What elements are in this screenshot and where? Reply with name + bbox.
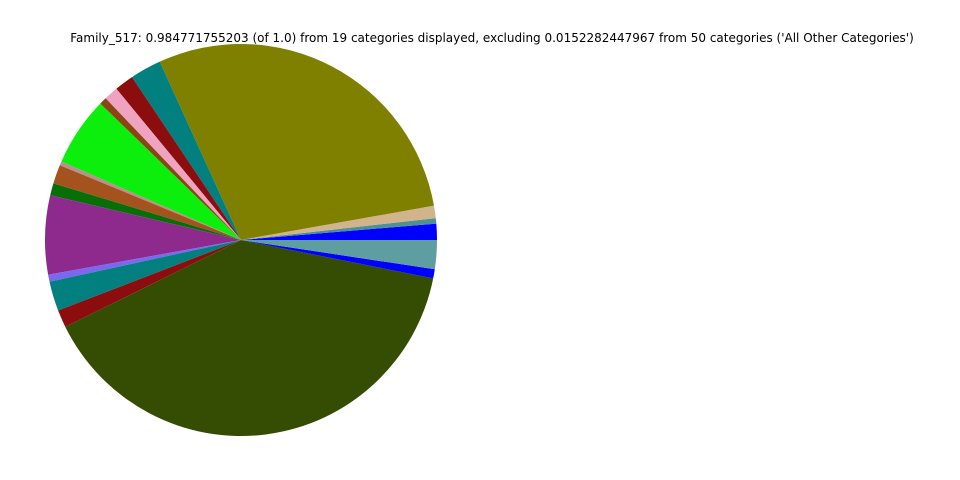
pie-slice-14-medium-slate-blue [48,240,241,282]
pie-slice-8-saddle-brown [100,98,241,240]
pie-slice-2-muted-teal [241,218,437,240]
pie-slice-9-bright-green [61,103,241,240]
pie-slice-10-rosy-brown [59,161,241,240]
pie-slice-6-dark-red [116,77,241,240]
pie-slice-3-tan [241,205,436,240]
pie-slice-16-dark-red-2 [58,240,241,327]
chart-title: Family_517: 0.984771755203 (of 1.0) from… [70,31,914,45]
pie-slice-5-teal [131,61,241,241]
pie-slice-19-cadet-blue [241,240,437,270]
pie-slice-13-purple [45,195,241,275]
pie-slice-1-blue [241,223,437,240]
pie-slice-15-teal-2 [49,240,241,311]
pie-slice-7-pink [105,88,241,240]
pie-slice-11-sienna [53,165,242,240]
pie-slice-12-dark-green [50,183,242,240]
pie-slice-17-dark-olive-green [65,240,434,436]
pie-slice-18-blue-2 [241,240,435,279]
pie-slice-4-olive [159,44,434,240]
